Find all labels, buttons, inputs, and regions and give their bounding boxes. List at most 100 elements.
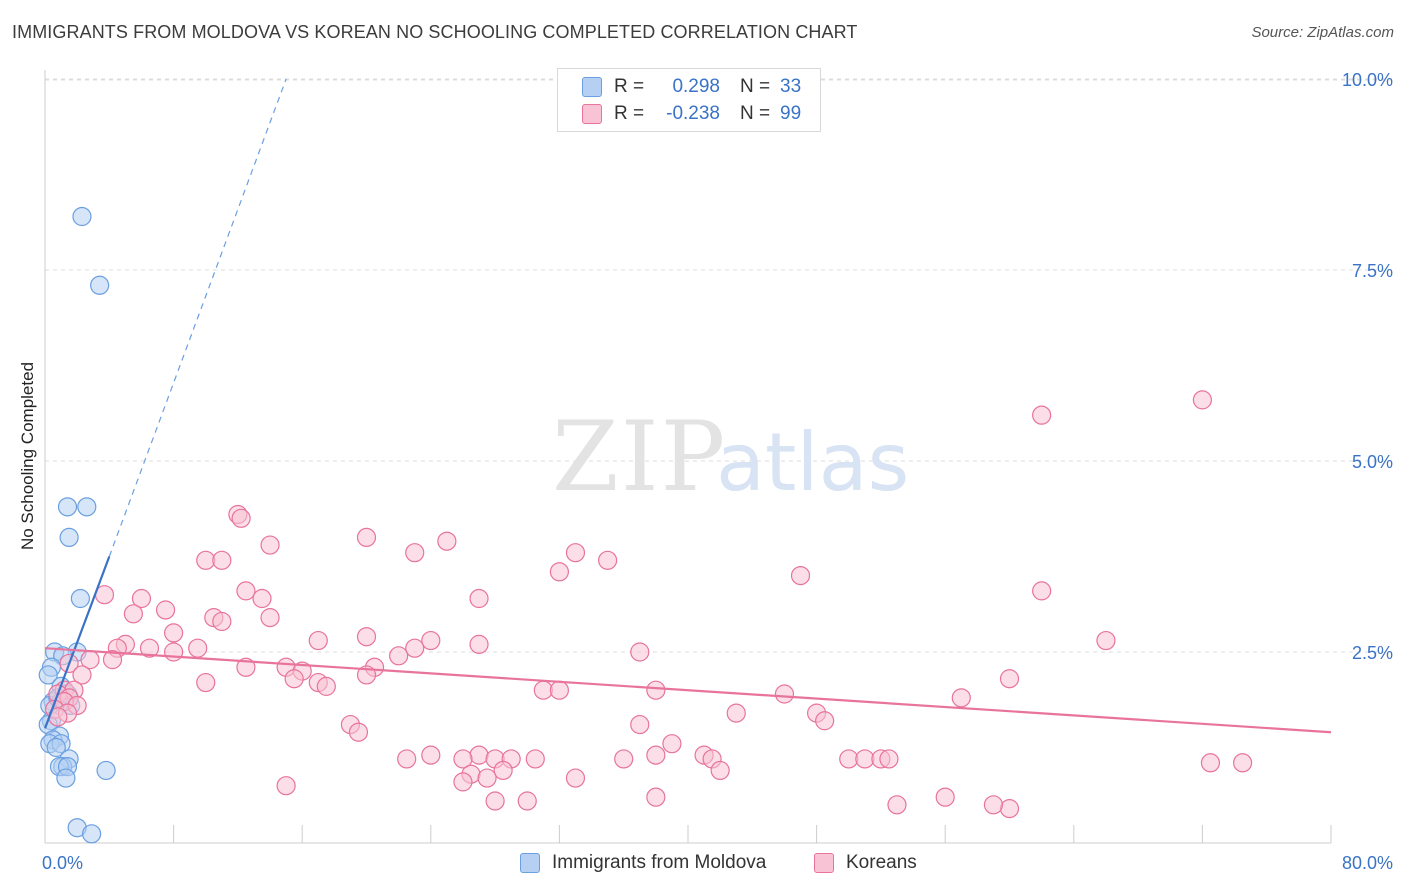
koreans-point [646,787,666,807]
moldova-point [96,760,116,781]
koreans-point [405,638,425,658]
koreans-point [935,787,955,807]
series-koreans-points [45,390,1253,819]
moldova-point [57,497,78,517]
koreans-point [662,734,682,754]
koreans-point [493,760,513,781]
y-tick-label: 7.5% [1352,261,1393,281]
koreans-point [469,634,489,654]
koreans-point [999,799,1020,819]
n-value: 33 [780,76,802,97]
koreans-point [983,795,1004,815]
r-label: R = [614,76,645,97]
koreans-point [549,680,570,700]
koreans-point [421,630,441,651]
moldova-trend-extension [108,78,287,557]
koreans-point [1232,753,1253,773]
koreans-point [421,745,441,765]
koreans-point [525,749,545,769]
koreans-point [614,749,634,769]
koreans-point [405,543,425,563]
legend-label-koreans: Koreans [846,852,917,873]
moldova-trend-line [43,556,111,729]
koreans-point [839,749,859,769]
koreans-point [356,527,377,548]
koreans-point [397,749,417,769]
koreans-point [1032,581,1052,601]
koreans-point [469,745,489,765]
moldova-point [77,497,97,517]
trend-lines [43,78,1332,734]
y-tick-label: 10.0% [1342,70,1393,90]
n-label: N = [740,103,771,124]
koreans-point [196,672,216,693]
r-value: 0.298 [672,76,720,97]
koreans-point [630,714,650,735]
legend-item-koreans[interactable]: Koreans [814,852,917,874]
koreans-point [260,608,280,628]
moldova-point [59,527,79,548]
legend-label-moldova: Immigrants from Moldova [552,852,767,873]
koreans-point [123,604,144,624]
source-note: Source: ZipAtlas.com [1251,24,1394,41]
moldova-point [82,824,102,844]
watermark-atlas: atlas [716,416,909,509]
koreans-point [453,772,473,792]
x-tick-label-max: 80.0% [1342,853,1393,873]
koreans-point [389,646,409,666]
koreans-point [999,669,1020,689]
koreans-point [236,581,256,601]
koreans-point [630,642,650,662]
koreans-point [533,680,553,700]
koreans-point [453,749,473,769]
koreans-point [231,508,251,528]
koreans-point [774,684,795,704]
stats-row-koreans: R = -0.238 N = 99 [582,103,801,125]
koreans-point [1032,405,1052,425]
koreans-point [469,588,489,609]
koreans-point [212,550,232,570]
legend-item-moldova[interactable]: Immigrants from Moldova [520,852,766,874]
koreans-point [155,600,176,620]
series-moldova-points [38,206,116,844]
koreans-point [1200,753,1221,773]
koreans-point [879,749,899,769]
koreans-point [284,669,304,689]
gridlines [45,78,1392,653]
chart-title: IMMIGRANTS FROM MOLDOVA VS KOREAN NO SCH… [12,22,858,42]
stats-legend: R = 0.298 N = 33 R = -0.238 N = 99 [557,68,821,132]
koreans-point [790,565,811,586]
koreans-point [1192,390,1213,410]
n-label: N = [740,76,771,97]
moldova-swatch [582,77,602,97]
moldova-point [70,588,90,609]
y-tick-labels: 10.0% 7.5% 5.0% 2.5% [1342,70,1393,663]
x-tick-label-min: 0.0% [42,853,83,873]
stats-row-moldova: R = 0.298 N = 33 [582,76,801,98]
koreans-point [260,535,280,555]
koreans-point [188,638,208,658]
koreans-point [726,703,746,723]
moldova-point [56,768,76,788]
n-value: 99 [780,103,802,124]
r-value: -0.238 [666,103,720,124]
koreans-point [139,638,160,658]
koreans-point [348,722,369,742]
r-label: R = [614,103,645,124]
moldova-point [46,737,66,758]
x-tick-labels: 0.0% 80.0% [42,853,1393,873]
moldova-point [90,275,110,295]
koreans-point [598,550,618,570]
koreans-point [565,543,586,563]
koreans-point [356,627,377,647]
koreans-point [252,588,272,609]
koreans-swatch [814,853,834,873]
koreans-point [437,531,457,551]
koreans-trend-line [44,647,1332,734]
koreans-point [855,749,875,769]
koreans-point [549,562,570,582]
koreans-point [951,688,971,708]
koreans-point [887,795,907,815]
